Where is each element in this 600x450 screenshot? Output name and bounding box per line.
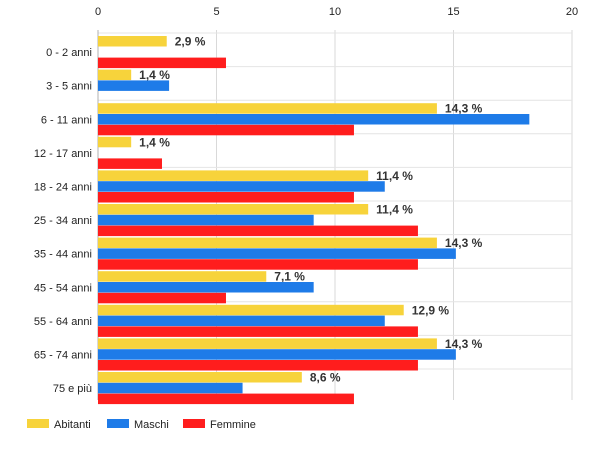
bar-abitanti bbox=[98, 372, 302, 383]
bar-femmine bbox=[98, 292, 226, 304]
category-label: 45 - 54 anni bbox=[34, 282, 92, 294]
bar-maschi bbox=[98, 248, 456, 259]
data-label: 11,4 % bbox=[376, 203, 413, 217]
legend-label-abitanti: Abitanti bbox=[54, 419, 91, 431]
bar-femmine bbox=[98, 158, 162, 169]
data-label: 11,4 % bbox=[376, 169, 413, 183]
bar-femmine bbox=[98, 393, 354, 405]
bar-maschi bbox=[98, 80, 170, 91]
legend-swatch-femmine bbox=[183, 419, 205, 428]
x-tick-label: 5 bbox=[213, 6, 219, 18]
bar-femmine bbox=[98, 259, 418, 270]
bar-abitanti bbox=[98, 204, 369, 215]
data-label: 1,4 % bbox=[139, 135, 170, 149]
bar-maschi bbox=[98, 282, 314, 293]
bar-abitanti bbox=[98, 69, 132, 81]
category-label: 65 - 74 anni bbox=[34, 349, 92, 361]
bar-femmine bbox=[98, 192, 354, 203]
legend-swatch-abitanti bbox=[27, 419, 49, 428]
legend-swatch-maschi bbox=[107, 419, 129, 428]
category-label: 3 - 5 anni bbox=[46, 81, 92, 93]
category-label: 6 - 11 anni bbox=[41, 114, 92, 126]
legend-label-maschi: Maschi bbox=[134, 419, 169, 431]
bar-maschi bbox=[98, 114, 530, 125]
bar-abitanti bbox=[98, 170, 369, 181]
bar-femmine bbox=[98, 360, 418, 371]
bar-abitanti bbox=[98, 271, 267, 282]
bar-abitanti bbox=[98, 136, 132, 148]
bar-maschi bbox=[98, 181, 385, 192]
data-label: 8,6 % bbox=[310, 371, 341, 385]
x-tick-label: 10 bbox=[329, 6, 341, 18]
x-tick-label: 20 bbox=[566, 6, 578, 18]
bar-abitanti bbox=[98, 237, 437, 249]
bar-femmine bbox=[98, 57, 226, 69]
bar-maschi bbox=[98, 315, 385, 327]
category-label: 25 - 34 anni bbox=[34, 215, 92, 227]
category-label: 18 - 24 anni bbox=[34, 181, 92, 193]
bar-maschi bbox=[98, 349, 456, 360]
bar-maschi bbox=[98, 382, 243, 394]
data-label: 14,3 % bbox=[445, 337, 483, 351]
category-label: 0 - 2 anni bbox=[46, 47, 92, 59]
category-label: 35 - 44 anni bbox=[34, 249, 92, 261]
data-label: 14,3 % bbox=[445, 236, 483, 250]
bar-abitanti bbox=[98, 338, 437, 349]
bar-femmine bbox=[98, 124, 354, 136]
x-tick-label: 15 bbox=[447, 6, 459, 18]
bar-abitanti bbox=[98, 103, 437, 114]
bar-maschi bbox=[98, 214, 314, 226]
data-label: 12,9 % bbox=[412, 303, 450, 317]
data-label: 1,4 % bbox=[139, 68, 170, 82]
bar-femmine bbox=[98, 326, 418, 337]
data-label: 14,3 % bbox=[445, 102, 483, 116]
category-label: 55 - 64 anni bbox=[34, 316, 92, 328]
x-tick-label: 0 bbox=[95, 6, 101, 18]
legend-label-femmine: Femmine bbox=[210, 419, 256, 431]
data-label: 7,1 % bbox=[274, 270, 305, 284]
category-label: 75 e più bbox=[53, 383, 92, 395]
bar-femmine bbox=[98, 225, 418, 237]
data-label: 2,9 % bbox=[175, 35, 206, 49]
bar-abitanti bbox=[98, 36, 167, 47]
bar-abitanti bbox=[98, 304, 404, 316]
category-label: 12 - 17 anni bbox=[34, 148, 92, 160]
